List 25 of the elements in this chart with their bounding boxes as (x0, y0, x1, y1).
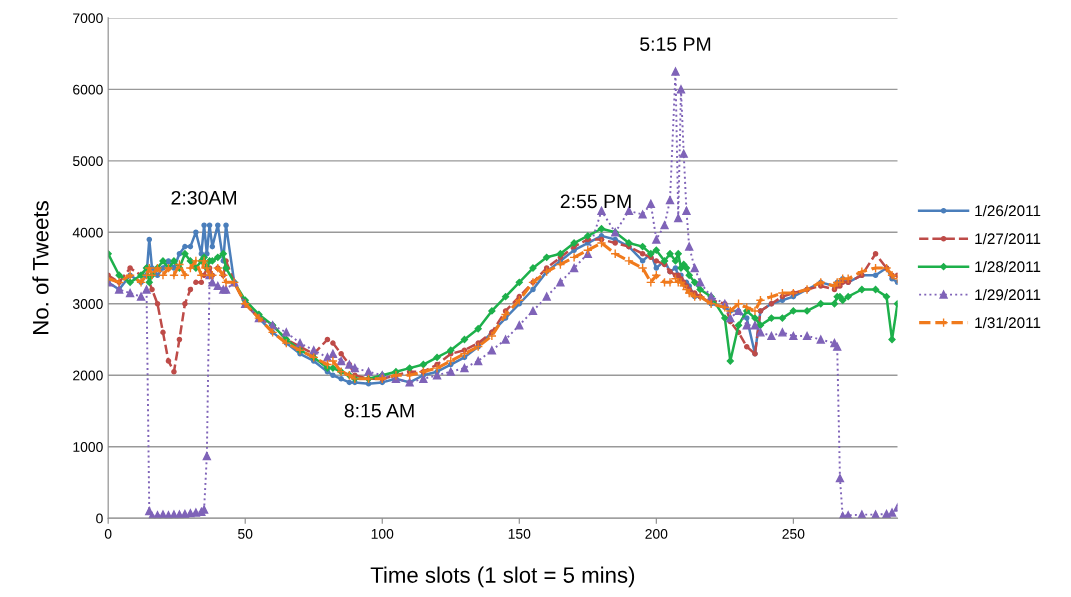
y-tick-label: 6000 (73, 84, 103, 95)
x-tick-label: 200 (645, 528, 668, 539)
x-tick-label: 100 (371, 528, 394, 539)
legend-label: 1/29/2011 (975, 288, 1041, 301)
y-tick-label: 3000 (72, 299, 103, 309)
legend-label: 1/26/2011 (975, 204, 1041, 217)
y-tick-label: 1000 (73, 442, 103, 452)
legend-label: 1/31/2011 (975, 316, 1041, 329)
x-tick-label: 0 (104, 528, 112, 539)
legend-label: 1/27/2011 (975, 232, 1041, 245)
x-tick-label: 250 (782, 528, 805, 539)
annotation: 5:15 PM (640, 37, 711, 51)
annotation: 2:55 PM (560, 194, 631, 209)
x-tick-label: 50 (238, 528, 253, 539)
legend-label: 1/28/2011 (975, 260, 1041, 273)
y-tick-label: 2000 (73, 370, 103, 381)
y-tick-label: 4000 (72, 227, 103, 238)
x-axis-title: Time slots (1 slot = 5 mins) (370, 566, 635, 588)
y-tick-label: 0 (96, 513, 103, 524)
y-tick-label: 5000 (72, 156, 103, 167)
y-axis-title: No. of Tweets (32, 201, 49, 334)
annotation: 8:15 AM (344, 403, 414, 418)
annotation: 2:30AM (171, 190, 237, 205)
y-tick-label: 7000 (73, 13, 103, 24)
x-tick-label: 150 (508, 528, 531, 539)
